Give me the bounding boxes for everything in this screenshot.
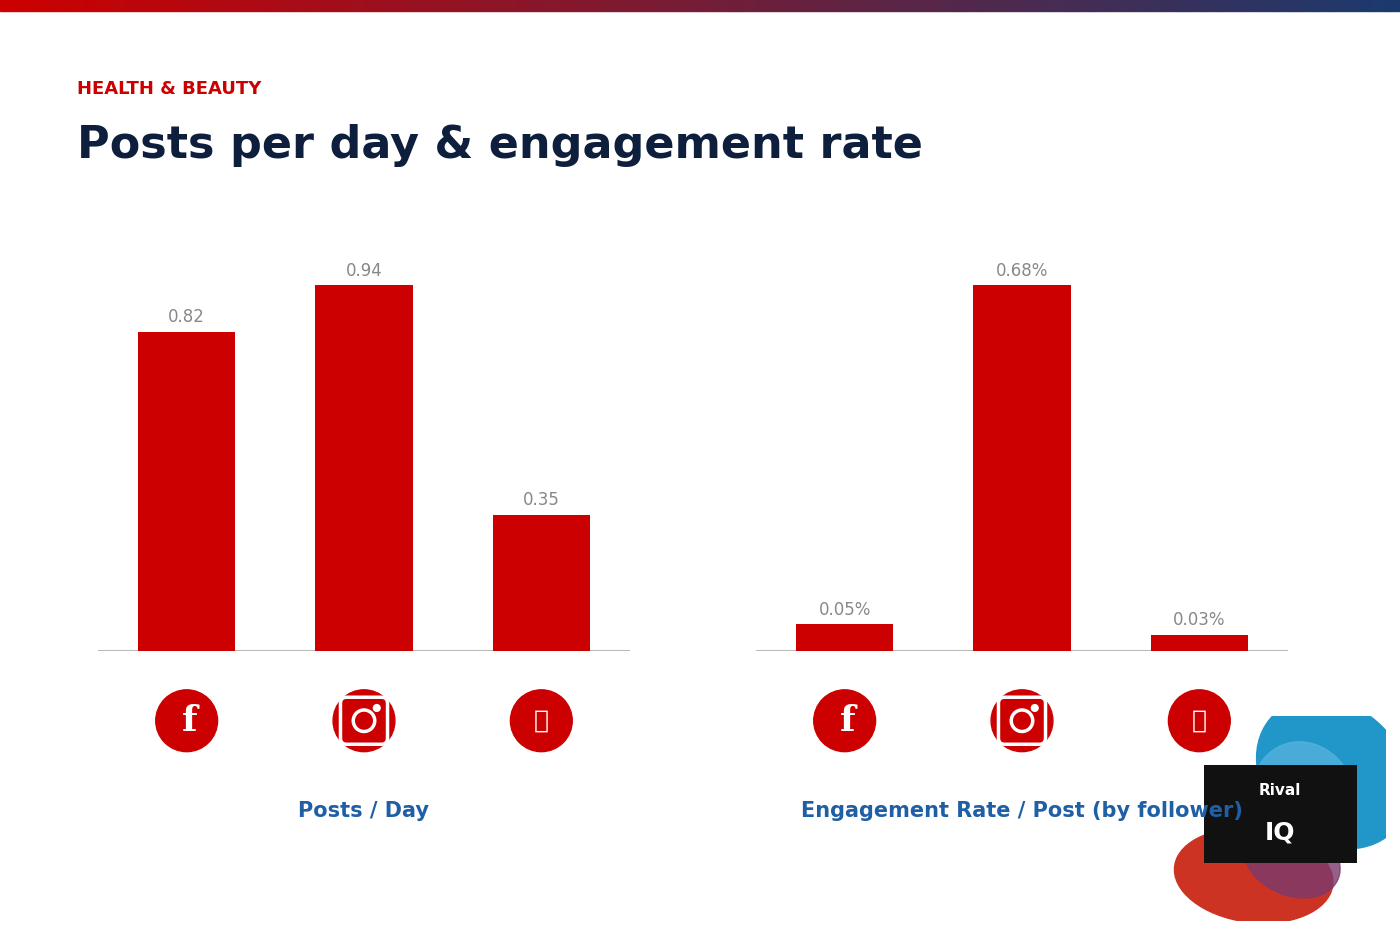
Text: 0.68%: 0.68%: [995, 261, 1049, 280]
Ellipse shape: [1175, 829, 1333, 923]
Bar: [1151, 635, 1249, 651]
Text: Rival: Rival: [1259, 783, 1302, 798]
Text: Engagement Rate / Post (by follower): Engagement Rate / Post (by follower): [801, 801, 1243, 821]
Bar: [139, 332, 235, 651]
Ellipse shape: [1243, 820, 1340, 898]
Circle shape: [333, 690, 395, 751]
Circle shape: [374, 705, 381, 711]
Text: 0.82: 0.82: [168, 309, 206, 326]
Text: 0.94: 0.94: [346, 261, 382, 280]
Circle shape: [1169, 690, 1231, 751]
Bar: [315, 286, 413, 651]
Circle shape: [511, 690, 573, 751]
Text: f: f: [840, 704, 855, 737]
Text: 🐦: 🐦: [1191, 709, 1207, 733]
Text: HEALTH & BEAUTY: HEALTH & BEAUTY: [77, 80, 262, 98]
FancyBboxPatch shape: [1204, 765, 1357, 863]
Text: f: f: [182, 704, 197, 737]
Text: 0.35: 0.35: [522, 491, 560, 510]
Circle shape: [1032, 705, 1039, 711]
Bar: [973, 286, 1071, 651]
Text: IQ: IQ: [1266, 820, 1295, 844]
Text: 0.05%: 0.05%: [819, 601, 871, 618]
Circle shape: [991, 690, 1053, 751]
Circle shape: [155, 690, 217, 751]
Bar: [795, 624, 893, 651]
Text: 0.03%: 0.03%: [1173, 611, 1225, 630]
Text: Posts / Day: Posts / Day: [298, 801, 430, 821]
Ellipse shape: [1257, 698, 1400, 849]
Circle shape: [813, 690, 875, 751]
Ellipse shape: [1252, 742, 1355, 854]
Text: Posts per day & engagement rate: Posts per day & engagement rate: [77, 125, 923, 167]
Text: 🐦: 🐦: [533, 709, 549, 733]
Bar: [493, 515, 591, 651]
